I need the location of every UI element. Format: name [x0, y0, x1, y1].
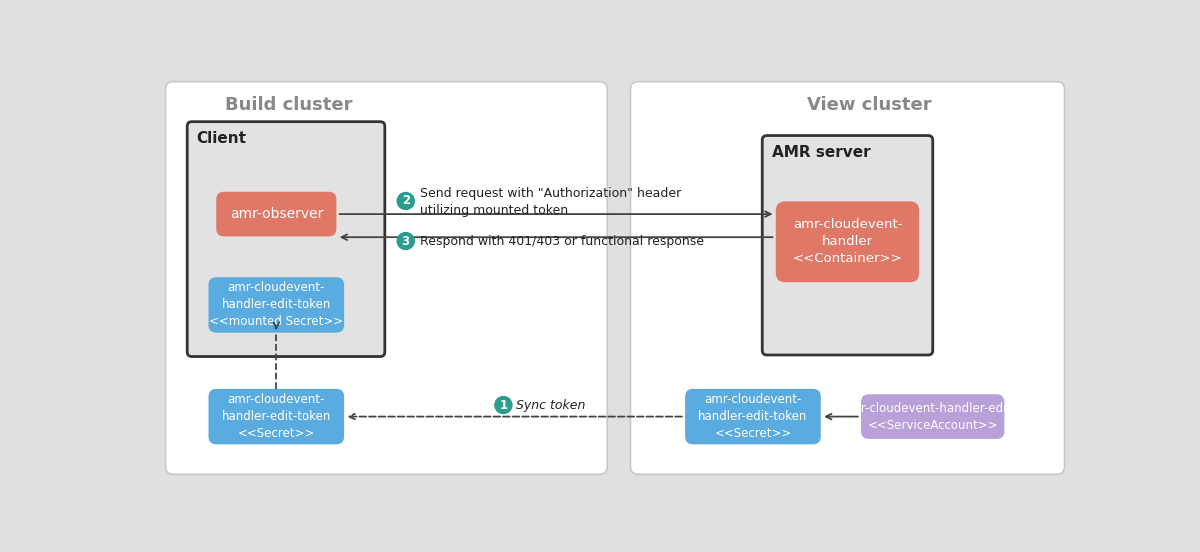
Text: Sync token: Sync token [516, 399, 586, 412]
FancyBboxPatch shape [187, 121, 385, 357]
FancyBboxPatch shape [776, 201, 919, 282]
Text: Client: Client [197, 131, 246, 146]
Circle shape [397, 193, 414, 209]
Text: amr-cloudevent-
handler-edit-token
<<Secret>>: amr-cloudevent- handler-edit-token <<Sec… [222, 393, 331, 440]
Text: View cluster: View cluster [806, 95, 931, 114]
Text: Respond with 401/403 or functional response: Respond with 401/403 or functional respo… [420, 235, 703, 247]
Text: amr-cloudevent-
handler
<<Container>>: amr-cloudevent- handler <<Container>> [793, 218, 902, 266]
FancyBboxPatch shape [630, 82, 1064, 474]
FancyBboxPatch shape [862, 394, 1004, 439]
Text: Send request with "Authorization" header: Send request with "Authorization" header [420, 187, 680, 200]
Text: Build cluster: Build cluster [226, 95, 353, 114]
Text: amr-cloudevent-handler-editor
<<ServiceAccount>>: amr-cloudevent-handler-editor <<ServiceA… [842, 402, 1024, 432]
Text: amr-observer: amr-observer [229, 207, 323, 221]
Text: utilizing mounted token: utilizing mounted token [420, 204, 568, 217]
FancyBboxPatch shape [685, 389, 821, 444]
FancyBboxPatch shape [762, 136, 932, 355]
Text: amr-cloudevent-
handler-edit-token
<<Secret>>: amr-cloudevent- handler-edit-token <<Sec… [698, 393, 808, 440]
Text: AMR server: AMR server [772, 145, 870, 160]
Text: amr-cloudevent-
handler-edit-token
<<mounted Secret>>: amr-cloudevent- handler-edit-token <<mou… [209, 282, 343, 328]
Text: 3: 3 [402, 235, 410, 247]
Circle shape [494, 396, 512, 413]
Circle shape [397, 232, 414, 250]
FancyBboxPatch shape [166, 82, 607, 474]
FancyBboxPatch shape [216, 192, 336, 236]
FancyBboxPatch shape [209, 389, 344, 444]
FancyBboxPatch shape [209, 277, 344, 333]
Text: 2: 2 [402, 194, 410, 208]
Text: 1: 1 [499, 399, 508, 412]
